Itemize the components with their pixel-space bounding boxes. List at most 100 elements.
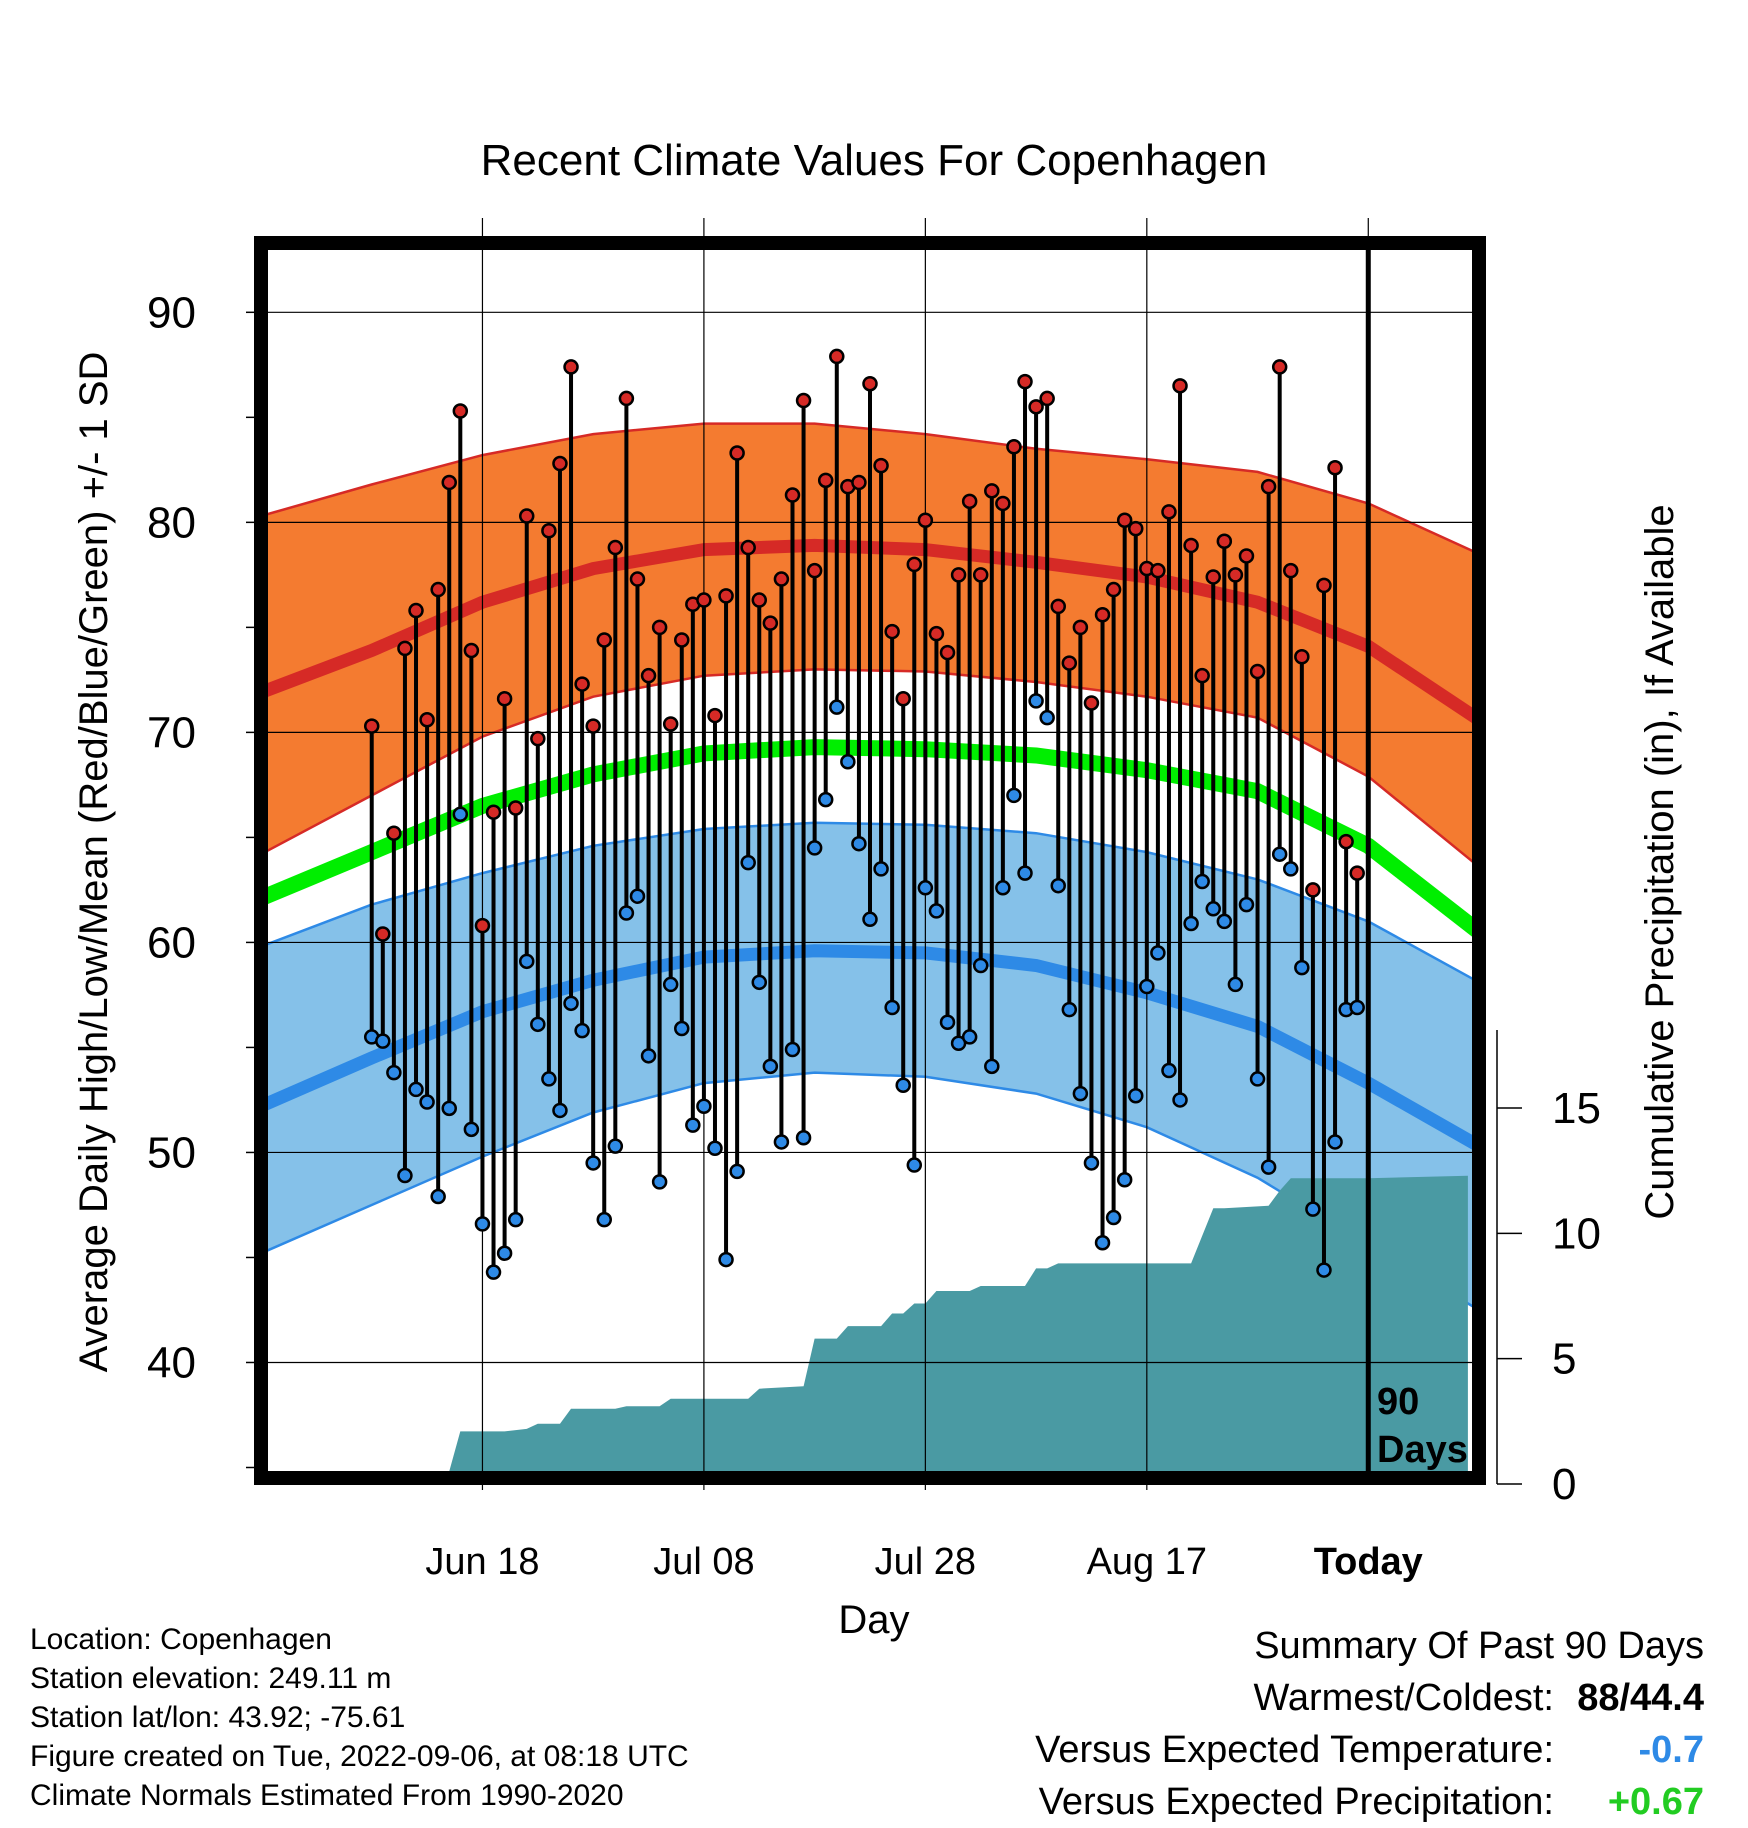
daily-high-point <box>1039 390 1055 407</box>
daily-low-point <box>1249 1071 1266 1087</box>
daily-high-point <box>485 804 502 820</box>
summary-heading: Summary Of Past 90 Days <box>1254 1625 1704 1667</box>
daily-high-point <box>817 472 834 489</box>
daily-high-point <box>618 390 635 407</box>
daily-low-point <box>829 699 845 715</box>
daily-high-point <box>751 592 768 608</box>
daily-low-point <box>884 999 900 1016</box>
daily-high-point <box>1083 695 1100 711</box>
daily-low-point <box>430 1188 446 1205</box>
daily-high-point <box>397 640 413 657</box>
daily-low-point <box>840 754 856 770</box>
y2-tick-label: 5 <box>1552 1335 1576 1384</box>
daily-high-point <box>1271 359 1288 375</box>
daily-low-point <box>563 995 579 1012</box>
daily-high-point <box>1116 512 1133 528</box>
daily-low-point <box>1072 1085 1089 1102</box>
daily-high-point <box>674 632 690 648</box>
daily-low-point <box>1327 1134 1343 1150</box>
x-tick-label: Jul 28 <box>875 1541 976 1583</box>
daily-low-point <box>729 1163 745 1180</box>
x-tick-label: Jul 08 <box>653 1541 754 1583</box>
daily-low-point <box>784 1041 801 1058</box>
daily-low-point <box>1161 1062 1177 1079</box>
daily-low-point <box>762 1058 779 1075</box>
daily-low-point <box>1094 1235 1111 1251</box>
daily-high-point <box>1006 438 1022 455</box>
info-latlon: Station lat/lon: 43.92; -75.61 <box>30 1701 406 1734</box>
daily-high-point <box>795 392 812 409</box>
daily-high-point <box>1305 882 1321 898</box>
daily-low-point <box>939 1014 956 1030</box>
daily-low-point <box>1050 877 1066 894</box>
daily-high-point <box>496 691 513 707</box>
daily-low-point <box>618 905 635 921</box>
daily-low-point <box>485 1264 502 1280</box>
daily-low-point <box>685 1117 701 1133</box>
daily-high-point <box>574 676 590 692</box>
daily-low-point <box>1205 901 1222 917</box>
daily-low-point <box>1194 873 1210 890</box>
daily-high-point <box>463 642 480 659</box>
y2-tick-label: 0 <box>1552 1460 1576 1509</box>
temp-label: Versus Expected Temperature: <box>1035 1729 1554 1771</box>
daily-low-point <box>696 1098 712 1114</box>
daily-high-point <box>806 562 823 579</box>
daily-low-point <box>1105 1209 1122 1226</box>
daily-low-point <box>629 888 646 904</box>
daily-low-point <box>873 861 889 877</box>
daily-low-point <box>806 840 823 856</box>
daily-low-point <box>541 1071 557 1087</box>
daily-high-point <box>1172 378 1188 394</box>
temp-value: -0.7 <box>1638 1729 1704 1771</box>
daily-high-point <box>651 619 668 636</box>
axes: 40 50 60 70 80 90 0 5 10 15 Jun 18 Jul 08 Jul 28 Aug … <box>147 236 1601 1583</box>
low-normal-line <box>258 944 1483 1152</box>
daily-low-point <box>928 903 945 919</box>
daily-high-point <box>729 445 745 461</box>
today-days-number: 90 <box>1377 1381 1419 1423</box>
daily-high-point <box>862 375 878 392</box>
daily-high-point <box>1327 459 1343 476</box>
info-location: Location: Copenhagen <box>30 1623 332 1656</box>
daily-high-point <box>1105 581 1122 598</box>
daily-high-point <box>1249 663 1266 680</box>
daily-low-point <box>607 1138 624 1154</box>
daily-high-point <box>607 539 624 556</box>
daily-high-point <box>408 602 424 619</box>
daily-high-point <box>984 483 1000 499</box>
low-sd-band <box>261 822 1479 1310</box>
daily-low-point <box>972 957 989 974</box>
daily-low-point <box>596 1211 613 1228</box>
daily-high-point <box>662 716 679 732</box>
today-days-word: Days <box>1377 1429 1468 1471</box>
daily-high-point <box>507 800 524 816</box>
warm-cold-label: Warmest/Coldest: <box>1253 1677 1554 1719</box>
daily-high-point <box>1349 865 1365 881</box>
daily-low-point <box>397 1167 413 1184</box>
daily-high-point <box>1150 562 1166 579</box>
daily-low-point <box>773 1134 790 1150</box>
daily-low-point <box>518 953 535 970</box>
daily-high-point <box>1238 548 1255 564</box>
daily-low-point <box>1172 1092 1188 1108</box>
daily-low-point <box>552 1102 568 1119</box>
daily-low-point <box>1061 1001 1078 1018</box>
daily-low-point <box>419 1094 435 1110</box>
warm-cold-separator: / <box>1619 1677 1631 1719</box>
daily-observations <box>363 348 1365 1280</box>
daily-high-point <box>1050 598 1066 615</box>
daily-high-point <box>1017 373 1033 390</box>
daily-high-point <box>585 718 601 734</box>
daily-high-point <box>1205 569 1222 585</box>
daily-high-point <box>851 474 867 491</box>
daily-high-point <box>363 718 380 734</box>
daily-low-point <box>1294 959 1310 976</box>
daily-low-point <box>507 1211 524 1228</box>
daily-low-point <box>895 1077 911 1093</box>
daily-low-point <box>707 1140 723 1156</box>
daily-high-point <box>773 571 790 587</box>
x-tick-label: Jun 18 <box>425 1541 539 1583</box>
daily-low-point <box>718 1251 734 1268</box>
y2-tick-label: 10 <box>1552 1209 1601 1258</box>
